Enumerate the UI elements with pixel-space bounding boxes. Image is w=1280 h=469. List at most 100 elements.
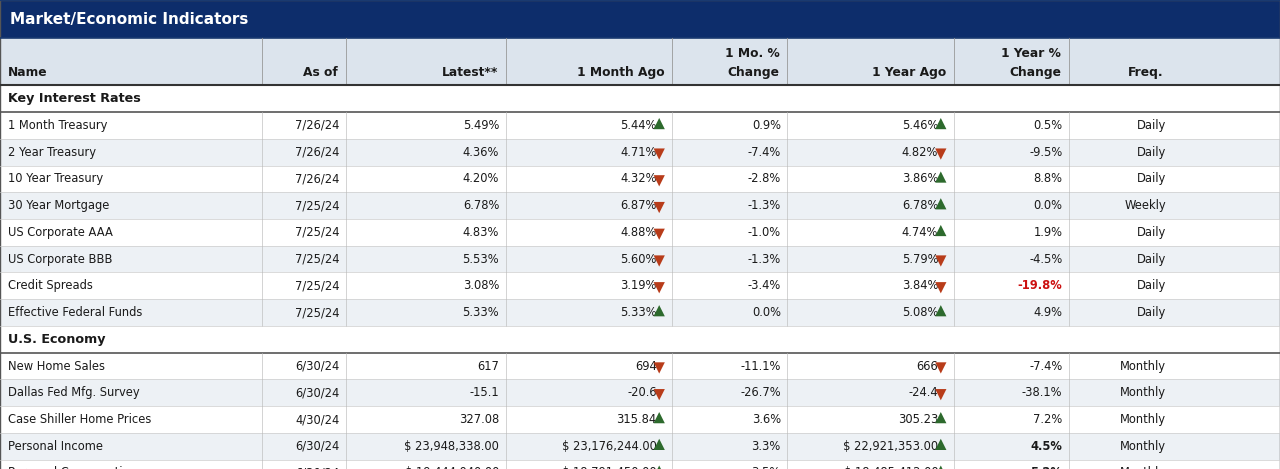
Text: 5.49%: 5.49%	[463, 119, 499, 132]
Text: 3.84%: 3.84%	[902, 280, 938, 292]
Polygon shape	[654, 229, 664, 240]
Polygon shape	[936, 389, 946, 400]
Text: Monthly: Monthly	[1120, 386, 1166, 399]
Text: -24.4: -24.4	[909, 386, 938, 399]
Text: 305.23: 305.23	[897, 413, 938, 426]
Text: 4.5%: 4.5%	[1030, 440, 1062, 453]
Text: 617: 617	[477, 360, 499, 372]
Text: 30 Year Mortgage: 30 Year Mortgage	[8, 199, 109, 212]
Text: 7/26/24: 7/26/24	[294, 146, 339, 159]
Text: 6/30/24: 6/30/24	[294, 440, 339, 453]
Text: 5.2%: 5.2%	[1030, 467, 1062, 469]
Text: Change: Change	[1009, 66, 1061, 79]
Text: 5.33%: 5.33%	[462, 306, 499, 319]
Text: Daily: Daily	[1137, 226, 1166, 239]
Text: 315.84: 315.84	[617, 413, 657, 426]
Text: 8.8%: 8.8%	[1033, 173, 1062, 185]
Text: 0.0%: 0.0%	[1033, 199, 1062, 212]
Text: 7/25/24: 7/25/24	[294, 253, 339, 265]
Text: Dallas Fed Mfg. Survey: Dallas Fed Mfg. Survey	[8, 386, 140, 399]
Text: 4.36%: 4.36%	[463, 146, 499, 159]
Bar	[0, 326, 1280, 353]
Bar	[0, 272, 1280, 299]
Bar	[0, 353, 1280, 379]
Text: $ 19,444,040.00: $ 19,444,040.00	[404, 467, 499, 469]
Polygon shape	[936, 172, 946, 182]
Polygon shape	[936, 305, 946, 316]
Polygon shape	[936, 225, 946, 236]
Text: -3.4%: -3.4%	[748, 280, 781, 292]
Text: 7/25/24: 7/25/24	[294, 280, 339, 292]
Text: Freq.: Freq.	[1128, 66, 1164, 79]
Text: -7.4%: -7.4%	[748, 146, 781, 159]
Text: Personal Income: Personal Income	[8, 440, 102, 453]
Text: -7.4%: -7.4%	[1029, 360, 1062, 372]
Text: 4.9%: 4.9%	[1033, 306, 1062, 319]
Bar	[0, 406, 1280, 433]
Polygon shape	[654, 466, 664, 469]
Bar	[0, 139, 1280, 166]
Polygon shape	[936, 118, 946, 129]
Text: -11.1%: -11.1%	[740, 360, 781, 372]
Text: 1 Month Treasury: 1 Month Treasury	[8, 119, 108, 132]
Bar	[0, 219, 1280, 246]
Text: -19.8%: -19.8%	[1018, 280, 1062, 292]
Text: 4.32%: 4.32%	[620, 173, 657, 185]
Bar	[0, 166, 1280, 192]
Text: Monthly: Monthly	[1120, 440, 1166, 453]
Text: Personal Consumption: Personal Consumption	[8, 467, 137, 469]
Text: 3.08%: 3.08%	[463, 280, 499, 292]
Text: US Corporate AAA: US Corporate AAA	[8, 226, 113, 239]
Text: 6/30/24: 6/30/24	[294, 386, 339, 399]
Bar	[0, 379, 1280, 406]
Text: -1.3%: -1.3%	[748, 199, 781, 212]
Text: $ 23,176,244.00: $ 23,176,244.00	[562, 440, 657, 453]
Text: 4.20%: 4.20%	[463, 173, 499, 185]
Polygon shape	[654, 175, 664, 186]
Text: Change: Change	[727, 66, 780, 79]
Text: 5.60%: 5.60%	[621, 253, 657, 265]
Text: 7/25/24: 7/25/24	[294, 199, 339, 212]
Text: US Corporate BBB: US Corporate BBB	[8, 253, 113, 265]
Text: 5.46%: 5.46%	[902, 119, 938, 132]
Text: $ 18,791,450.00: $ 18,791,450.00	[562, 467, 657, 469]
Polygon shape	[936, 363, 946, 373]
Text: 1 Year %: 1 Year %	[1001, 47, 1061, 60]
Text: 7.2%: 7.2%	[1033, 413, 1062, 426]
Text: 2 Year Treasury: 2 Year Treasury	[8, 146, 96, 159]
Text: 10 Year Treasury: 10 Year Treasury	[8, 173, 102, 185]
Text: 1 Mo. %: 1 Mo. %	[724, 47, 780, 60]
Bar	[0, 38, 1280, 85]
Text: Daily: Daily	[1137, 173, 1166, 185]
Text: Credit Spreads: Credit Spreads	[8, 280, 92, 292]
Polygon shape	[654, 412, 664, 423]
Text: Market/Economic Indicators: Market/Economic Indicators	[10, 12, 248, 27]
Text: Daily: Daily	[1137, 306, 1166, 319]
Bar	[0, 246, 1280, 272]
Text: Case Shiller Home Prices: Case Shiller Home Prices	[8, 413, 151, 426]
Text: -15.1: -15.1	[470, 386, 499, 399]
Polygon shape	[936, 149, 946, 159]
Text: 7/26/24: 7/26/24	[294, 173, 339, 185]
Text: 5.44%: 5.44%	[621, 119, 657, 132]
Text: Weekly: Weekly	[1124, 199, 1166, 212]
Polygon shape	[936, 282, 946, 293]
Text: 4.82%: 4.82%	[902, 146, 938, 159]
Text: 5.79%: 5.79%	[901, 253, 938, 265]
Text: -1.3%: -1.3%	[748, 253, 781, 265]
Text: $ 23,948,338.00: $ 23,948,338.00	[404, 440, 499, 453]
Text: 3.86%: 3.86%	[902, 173, 938, 185]
Text: 7/26/24: 7/26/24	[294, 119, 339, 132]
Polygon shape	[654, 256, 664, 266]
Text: 4/30/24: 4/30/24	[294, 413, 339, 426]
Text: Daily: Daily	[1137, 253, 1166, 265]
Polygon shape	[654, 282, 664, 293]
Text: 0.9%: 0.9%	[751, 119, 781, 132]
Text: 0.5%: 0.5%	[1033, 119, 1062, 132]
Text: 3.6%: 3.6%	[751, 413, 781, 426]
Bar	[0, 433, 1280, 460]
Text: 0.0%: 0.0%	[751, 306, 781, 319]
Text: 4.83%: 4.83%	[463, 226, 499, 239]
Text: -26.7%: -26.7%	[740, 386, 781, 399]
Text: -9.5%: -9.5%	[1029, 146, 1062, 159]
